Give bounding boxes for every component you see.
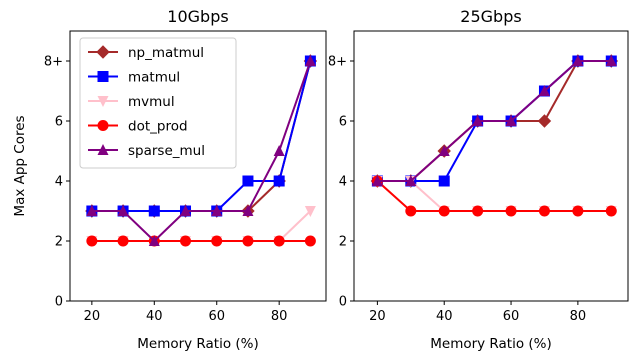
y-tick-label: 6 (339, 115, 347, 130)
data-point (273, 175, 285, 187)
data-point (273, 145, 285, 156)
x-tick-label: 60 (208, 309, 225, 324)
data-point (242, 205, 254, 216)
y-axis-label: Max App Cores (12, 115, 28, 216)
data-point (538, 205, 550, 217)
legend-label: matmul (128, 70, 180, 86)
data-point (273, 235, 285, 247)
y-tick-label: 2 (339, 235, 347, 250)
series-line (377, 60, 612, 182)
legend-entry-mvmul: mvmul (88, 94, 175, 110)
data-point (117, 235, 129, 247)
y-tick-label: 0 (55, 295, 63, 310)
panel-title: 10Gbps (167, 7, 228, 26)
y-tick-label: 2 (55, 235, 63, 250)
chart-panel-1: 10Gbps 20 40 60 80 0 2 4 6 8+ Memory Ratio (%) Max … (12, 7, 327, 352)
series-sparse_mul (371, 55, 617, 186)
x-axis-label: Memory Ratio (%) (137, 336, 259, 352)
data-point (472, 115, 484, 126)
data-point (605, 55, 617, 66)
data-point (405, 205, 417, 217)
series-sparse_mul (86, 55, 316, 246)
x-tick-label: 80 (271, 309, 288, 324)
y-tick-label: 4 (339, 175, 347, 190)
data-point (211, 205, 223, 216)
data-point (605, 205, 617, 217)
data-point (211, 235, 223, 247)
data-point (537, 114, 552, 128)
data-point (505, 115, 517, 126)
data-point (304, 55, 316, 66)
data-point (148, 235, 160, 246)
data-point (304, 206, 316, 217)
x-tick-label: 80 (570, 309, 587, 324)
data-point (180, 205, 192, 216)
legend-marker (96, 45, 110, 59)
y-tick-label: 8+ (328, 55, 347, 70)
axes-frame (69, 30, 327, 302)
y-tick-label: 6 (55, 115, 63, 130)
data-point (148, 205, 160, 217)
y-tick-label: 0 (339, 295, 347, 310)
data-point (242, 175, 254, 187)
legend-label: sparse_mul (128, 143, 205, 159)
x-tick-label: 40 (146, 309, 163, 324)
data-point (438, 145, 450, 156)
data-point (117, 205, 129, 216)
chart-panel-2: 25Gbps 20 40 60 80 0 2 4 6 8+ Memory Ratio (%) (328, 7, 629, 352)
data-point (538, 85, 550, 96)
legend-marker (97, 120, 109, 131)
legend-label: mvmul (128, 94, 175, 110)
data-point (242, 235, 254, 247)
data-point (304, 235, 316, 247)
y-tick-label: 4 (55, 175, 63, 190)
series-dot_prod (86, 235, 316, 247)
data-point (472, 205, 484, 217)
legend-marker (97, 96, 109, 107)
x-axis-label: Memory Ratio (%) (430, 336, 552, 352)
data-point (405, 175, 417, 186)
x-tick-label: 20 (84, 309, 101, 324)
x-tick-label: 40 (436, 309, 453, 324)
data-point (572, 55, 584, 66)
data-point (371, 175, 383, 186)
legend-label: np_matmul (128, 45, 204, 61)
data-point (438, 175, 450, 187)
legend-label: dot_prod (128, 119, 188, 135)
legend-entry-dot_prod: dot_prod (88, 119, 188, 135)
x-tick-label: 60 (503, 309, 520, 324)
legend-marker (97, 71, 109, 82)
data-point (180, 235, 192, 247)
data-point (86, 205, 98, 216)
legend-box (79, 37, 237, 169)
legend-entry-np_matmul: np_matmul (88, 45, 204, 61)
data-point (438, 205, 450, 217)
y-tick-label: 8+ (44, 55, 63, 70)
x-tick-label: 20 (369, 309, 386, 324)
data-point (572, 205, 584, 217)
data-point (505, 205, 517, 217)
data-point (86, 235, 98, 247)
axes-frame (353, 30, 629, 302)
legend-entry-matmul: matmul (88, 70, 180, 86)
legend-entry-sparse_mul: sparse_mul (88, 143, 205, 159)
panel-title: 25Gbps (460, 7, 521, 26)
legend-marker (97, 144, 109, 155)
series-line (376, 180, 612, 212)
